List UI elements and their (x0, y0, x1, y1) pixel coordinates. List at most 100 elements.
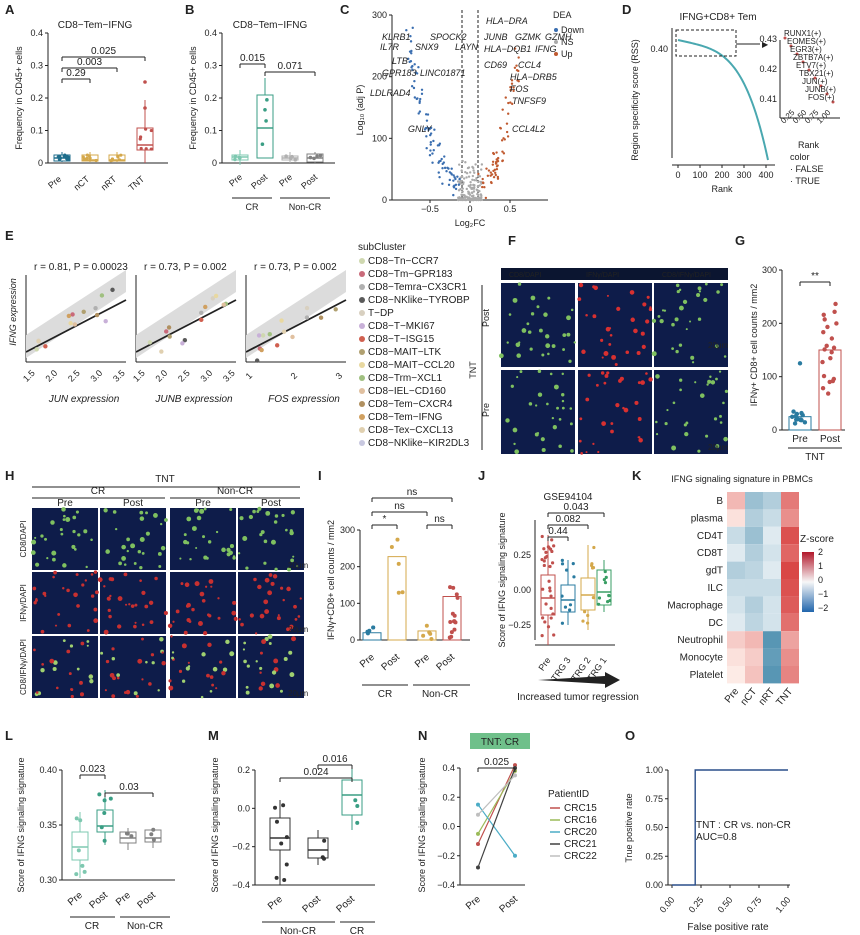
panel-m-box-box (307, 837, 329, 859)
panel-letter-l: L (5, 728, 13, 743)
panel-j-point (560, 594, 564, 598)
panel-h-cell (226, 547, 231, 552)
volcano-point-up (483, 186, 486, 189)
panel-h-cell (274, 567, 278, 571)
panel-h-cell (31, 539, 37, 545)
panel-h-cell (180, 582, 184, 586)
panel-m-pval-label: 0.016 (322, 754, 347, 765)
panel-e-legend-item: CD8−IEL−CD160 (368, 386, 446, 397)
panel-l-box-box (96, 809, 114, 833)
panel-g-point (820, 386, 826, 391)
panel-j-point (543, 620, 547, 624)
panel-h-cell (226, 552, 231, 557)
panel-h-cell (105, 549, 110, 554)
panel-a-point (64, 155, 68, 159)
panel-f-cell (570, 308, 574, 312)
panel-e-point (203, 304, 208, 310)
volcano-point-ns (465, 176, 468, 179)
volcano-point-ns (479, 180, 483, 184)
panel-j-point (548, 586, 552, 590)
panel-o-xlabel: False positive rate (687, 922, 769, 933)
panel-h-cell (137, 549, 142, 554)
panel-i-point (428, 631, 433, 636)
panel-e-stat: r = 0.81, P = 0.00023 (34, 262, 128, 273)
heatmap-cell (781, 509, 799, 527)
volcano-point-down (417, 112, 420, 115)
panel-h-cell (200, 695, 204, 699)
panel-h-cell (270, 539, 276, 545)
volcano-point-down (410, 66, 413, 69)
panel-h-cell (71, 544, 76, 549)
panel-n-point (476, 812, 480, 817)
panel-h-col-label: Pre (195, 498, 211, 509)
panel-f-cell (566, 315, 571, 321)
volcano-point-ns (463, 196, 467, 199)
panel-h-cell (34, 598, 38, 602)
volcano-point-ns (470, 195, 474, 198)
panel-d-ylabel: Region specificity score (RSS) (630, 39, 640, 161)
panel-n-y-tick-label: −0.4 (437, 880, 455, 890)
panel-e-point (260, 333, 266, 338)
panel-f-cell (530, 312, 535, 316)
panel-f-cell (719, 414, 722, 418)
panel-b-point (293, 158, 298, 162)
panel-a-title: CD8−Tem−IFNG (58, 20, 133, 31)
panel-i-sig-label: * (383, 514, 387, 525)
panel-f-cell (530, 295, 536, 301)
panel-a-y-tick-label: 0.1 (30, 126, 43, 136)
panel-g-point (799, 417, 804, 423)
panel-c-gene-label: LINC01871 (420, 68, 466, 78)
panel-f-cell (707, 379, 712, 384)
panel-h-cell (294, 618, 298, 621)
panel-f-cell (513, 442, 516, 446)
panel-e-legend-swatch (359, 323, 365, 329)
panel-h-cell (72, 515, 77, 520)
panel-m-y-tick-label: 0.2 (237, 765, 250, 775)
panel-f-cell (684, 431, 689, 437)
panel-f-cell (713, 417, 718, 421)
panel-h-cell (158, 565, 162, 568)
panel-h-cell (154, 576, 158, 581)
heatmap-cell (781, 596, 799, 614)
panel-h-cell (52, 557, 56, 562)
panel-f-cell (696, 293, 701, 298)
panel-k-colorbar (802, 552, 814, 612)
heatmap-cell (745, 666, 763, 684)
panel-e-point (110, 287, 115, 293)
heatmap-cell (781, 544, 799, 562)
panel-e-legend-swatch (359, 349, 365, 355)
panel-h-cell (73, 592, 78, 598)
panel-h-cell (201, 598, 206, 603)
panel-j-point (542, 547, 546, 551)
volcano-point-ns (472, 190, 476, 193)
panel-h-cell (238, 552, 241, 555)
panel-j-point (549, 616, 553, 620)
panel-c-legend-item: Down (561, 25, 584, 35)
volcano-point-ns (467, 175, 471, 178)
panel-n-legend-item: CRC21 (564, 839, 597, 850)
volcano-point-up (517, 79, 520, 83)
panel-h-cell (110, 577, 115, 582)
volcano-point-ns (473, 178, 476, 182)
panel-n-patient-line (477, 804, 516, 857)
panel-h-cell (203, 507, 207, 511)
panel-a-y-tick-label: 0.2 (30, 93, 43, 103)
panel-f-cell (691, 361, 695, 364)
panel-h-cell (245, 685, 249, 689)
panel-d-inset-point (807, 68, 811, 72)
panel-j-arrow-body (538, 676, 605, 684)
panel-g-point (792, 421, 798, 426)
panel-h-cell (62, 587, 65, 590)
panel-f-cell (678, 343, 683, 347)
panel-n-point (476, 865, 480, 870)
panel-h-cell (51, 550, 57, 556)
panel-e-x-tick-label: 3.0 (88, 368, 104, 384)
panel-h-cell (100, 651, 104, 655)
panel-d-x-tick-label: 400 (758, 170, 773, 180)
heatmap-cell (763, 648, 781, 666)
panel-f-cell (558, 444, 562, 449)
volcano-point-ns (469, 183, 472, 187)
panel-k-col-label: nRT (757, 686, 777, 707)
panel-f-cell (641, 344, 646, 349)
panel-f-cell (569, 422, 573, 426)
